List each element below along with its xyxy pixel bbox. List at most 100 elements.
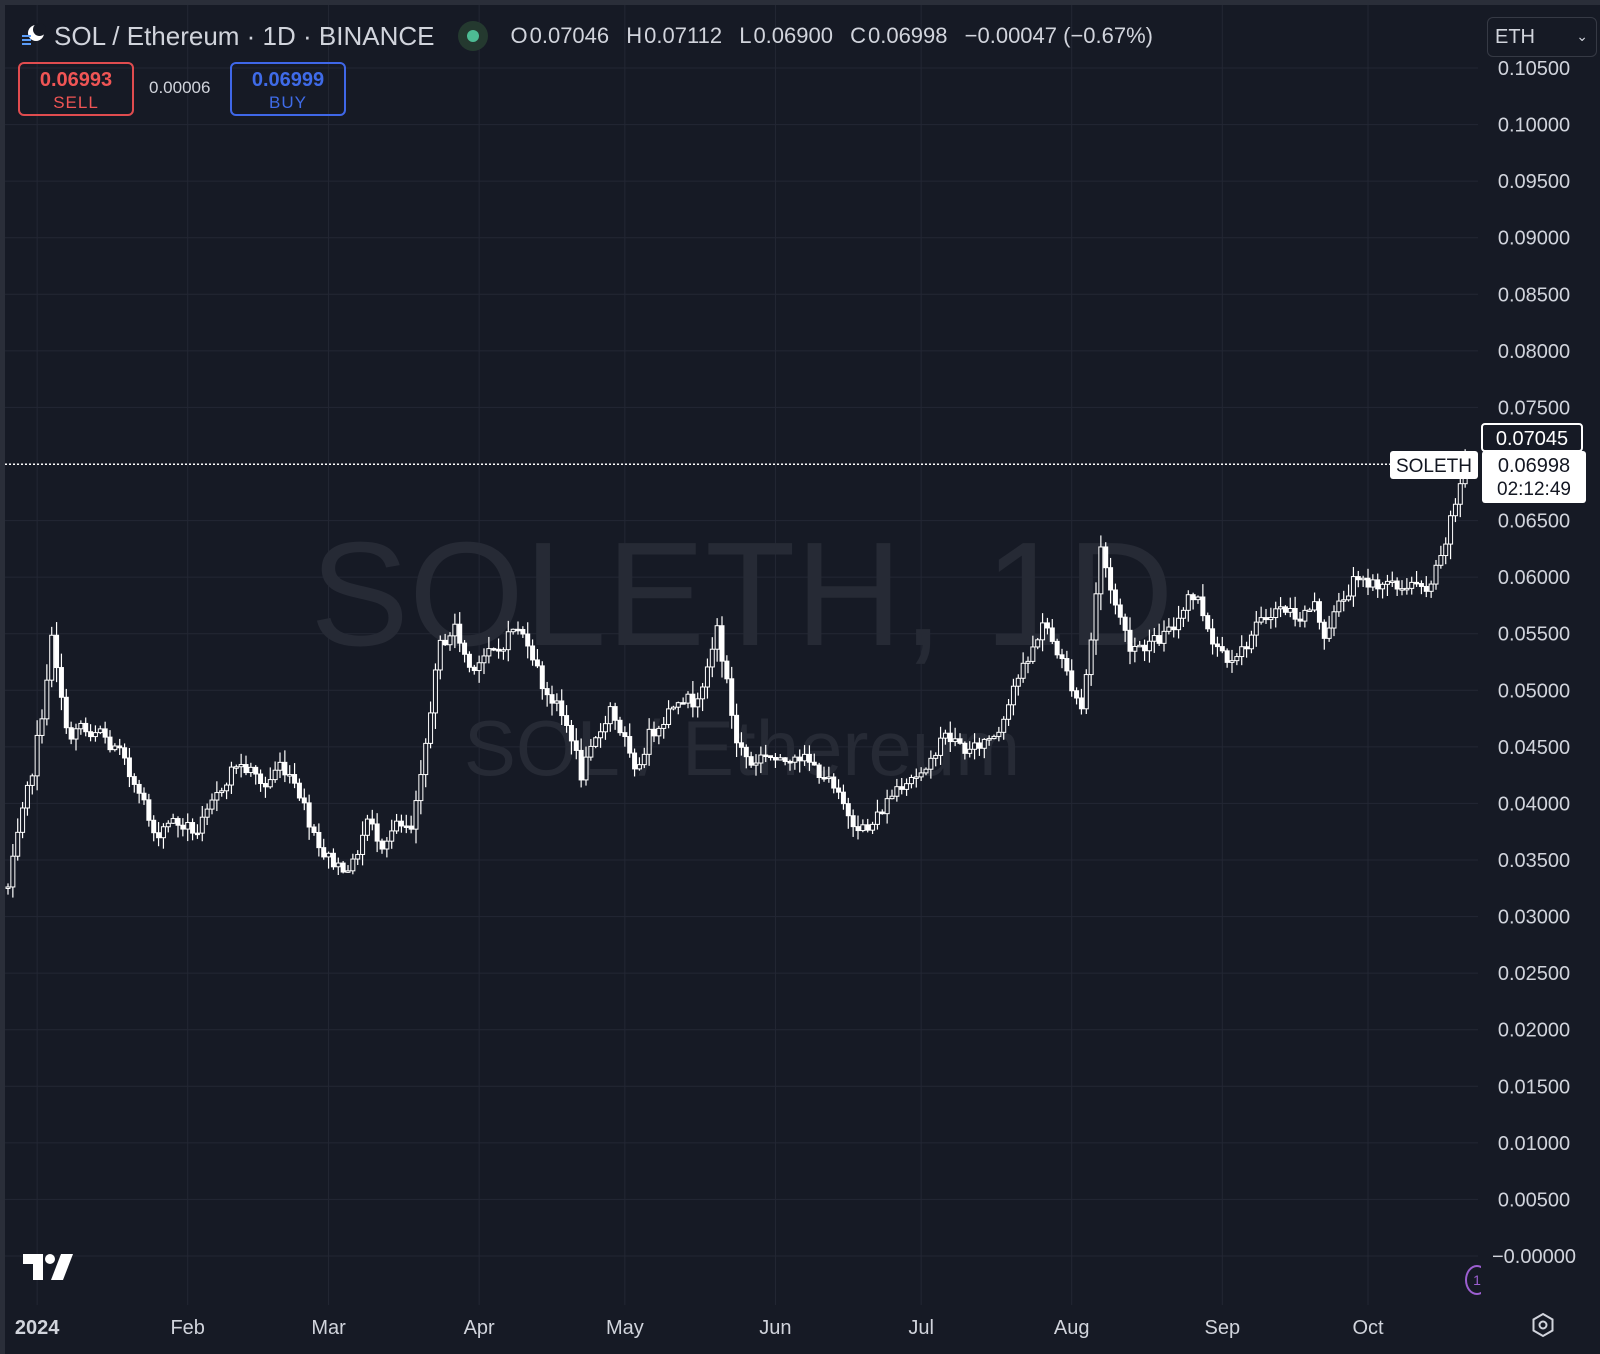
candle-body — [379, 840, 385, 850]
sell-button[interactable]: 0.06993 SELL — [18, 62, 134, 116]
candle-body — [967, 748, 973, 754]
candle-body — [466, 653, 472, 668]
candle-body — [316, 831, 322, 849]
candle-body — [787, 760, 793, 764]
bar-countdown: 02:12:49 — [1497, 479, 1571, 500]
candle-body — [326, 852, 332, 858]
candle-body — [661, 723, 667, 729]
candle-body — [418, 774, 424, 802]
candle-body — [782, 757, 788, 762]
candle-body — [1078, 697, 1084, 710]
candle-body — [151, 819, 157, 834]
candle-body — [641, 753, 647, 766]
buy-button[interactable]: 0.06999 BUY — [230, 62, 346, 116]
candle-body — [1312, 601, 1318, 611]
candle-body — [1346, 595, 1352, 601]
candle-body — [54, 634, 60, 669]
symbol-title[interactable]: SOL / Ethereum · 1D · BINANCE — [54, 20, 435, 51]
candle-body — [224, 784, 230, 792]
ohlc-low-value: 0.06900 — [753, 23, 833, 48]
candle-body — [248, 766, 254, 774]
ohlc-change-value: −0.00047 (−0.67%) — [964, 23, 1154, 48]
candle-body — [122, 747, 128, 759]
x-tick-label: Oct — [1352, 1317, 1384, 1339]
solana-ethereum-logo-icon — [20, 23, 46, 49]
currency-select[interactable]: ETH ⌄ — [1487, 17, 1597, 57]
candle-body — [462, 642, 468, 655]
candle-body — [792, 756, 798, 763]
candle-body — [1176, 617, 1182, 631]
candle-body — [296, 782, 302, 799]
notification-badge-icon[interactable]: 1 — [1465, 1265, 1481, 1295]
y-tick-label: 0.05500 — [1498, 624, 1570, 646]
candle-body — [763, 754, 769, 758]
candle-body — [1214, 643, 1220, 648]
candle-body — [1307, 609, 1313, 612]
candle-body — [228, 766, 234, 786]
candle-body — [1156, 635, 1162, 644]
candle-body — [117, 745, 123, 749]
candle-body — [1365, 577, 1371, 588]
candle-body — [544, 688, 550, 696]
candle-body — [301, 797, 307, 804]
candle-body — [1195, 596, 1201, 601]
candle-body — [816, 764, 822, 778]
candle-body — [651, 728, 657, 737]
candle-body — [340, 862, 346, 873]
y-axis[interactable]: 0.10500 0.10000 0.09500 0.09000 0.08500 0.080… — [1492, 58, 1576, 1268]
candle-body — [612, 706, 618, 721]
candle-body — [1423, 585, 1429, 592]
market-status-icon[interactable] — [458, 21, 489, 51]
candle-body — [928, 757, 934, 770]
candle-body — [389, 830, 395, 842]
ohlc-open-value: 0.07046 — [529, 23, 610, 48]
tradingview-logo-icon[interactable] — [23, 1254, 73, 1280]
candle-body — [447, 635, 453, 646]
candle-body — [1010, 685, 1016, 706]
candle-body — [539, 665, 545, 690]
candle-body — [899, 786, 905, 790]
candle-body — [403, 825, 409, 828]
candle-body — [219, 790, 225, 794]
gear-icon[interactable] — [1530, 1312, 1556, 1338]
candle-body — [918, 772, 924, 778]
candle-body — [947, 732, 953, 743]
candle-body — [1180, 609, 1186, 619]
y-tick-label: 0.10500 — [1498, 58, 1570, 80]
candle-body — [15, 831, 21, 857]
watermark: SOLETH, 1D SOL / Ethereum — [310, 512, 1174, 792]
candle-body — [1341, 599, 1347, 602]
candle-body — [369, 818, 375, 825]
candle-body — [845, 803, 851, 817]
candle-body — [1316, 601, 1322, 623]
candle-body — [685, 693, 691, 704]
candle-body — [996, 731, 1002, 737]
y-tick-label: 0.02000 — [1498, 1020, 1570, 1042]
candle-body — [1452, 503, 1458, 517]
candle-body — [622, 732, 628, 738]
candle-body — [282, 761, 288, 776]
x-tick-label: Apr — [464, 1317, 495, 1339]
candle-body — [904, 783, 910, 790]
x-tick-label: 2024 — [15, 1317, 60, 1339]
candle-body — [1268, 617, 1274, 621]
candle-body — [583, 756, 589, 781]
y-tick-label: 0.07500 — [1498, 397, 1570, 419]
candle-body — [734, 714, 740, 744]
candle-body — [78, 722, 84, 730]
candle-body — [1205, 615, 1211, 630]
candle-body — [496, 648, 502, 652]
candle-body — [986, 738, 992, 741]
candle-body — [738, 742, 744, 748]
candle-body — [559, 700, 565, 717]
candle-body — [58, 667, 64, 698]
candle-body — [802, 753, 808, 762]
y-tick-label: 0.04500 — [1498, 737, 1570, 759]
candle-body — [1239, 646, 1245, 658]
candle-body — [1389, 580, 1395, 584]
x-axis[interactable]: 2024 Feb Mar Apr May Jun Jul Aug Sep Oct — [15, 1317, 1384, 1339]
candle-body — [360, 834, 366, 855]
y-tick-label: 0.01000 — [1498, 1133, 1570, 1155]
candle-body — [670, 706, 676, 710]
